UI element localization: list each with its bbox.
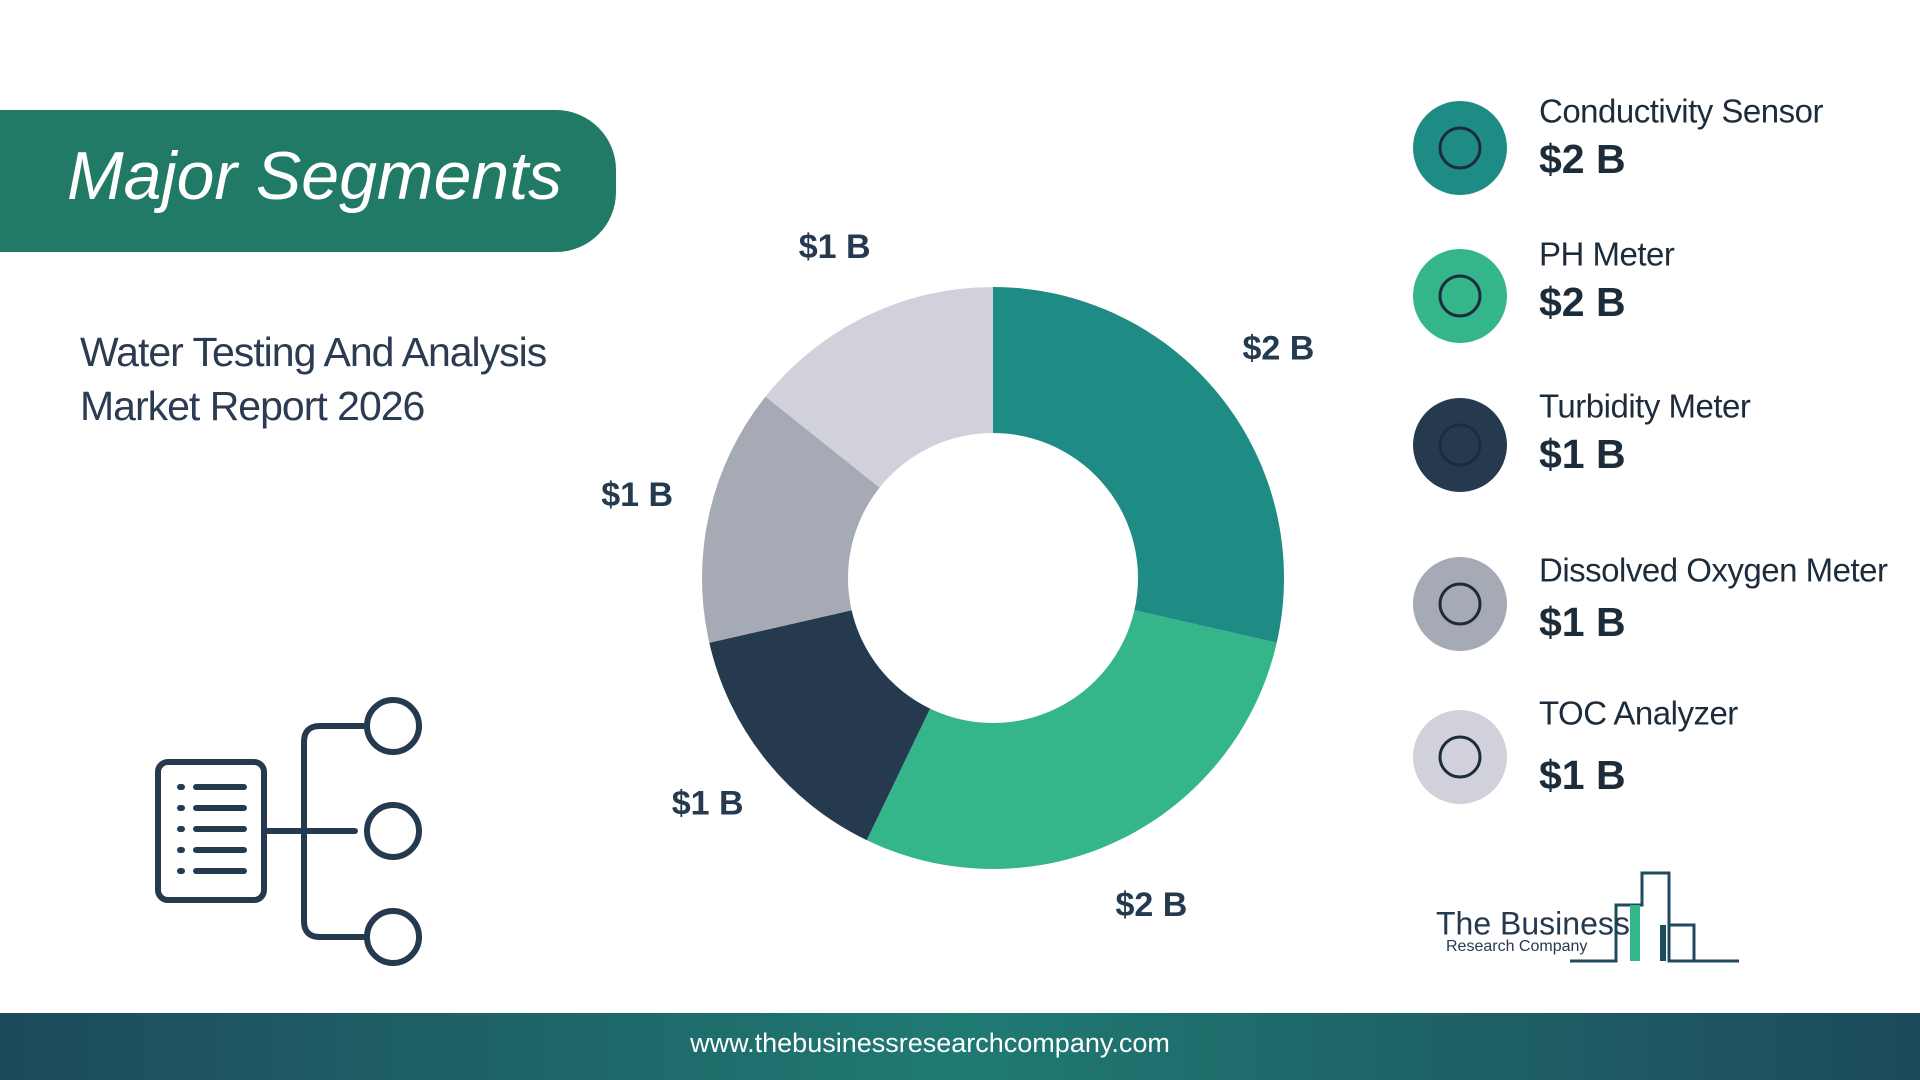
title-banner: [0, 110, 616, 252]
legend-value: $1 B: [1539, 752, 1626, 798]
icon-node: [364, 802, 422, 860]
data-label: $2 B: [1242, 329, 1314, 367]
legend-value: $1 B: [1539, 599, 1626, 645]
legend-icon: [1413, 710, 1507, 804]
donut-slice: [701, 396, 880, 643]
segments-icon: [155, 697, 422, 966]
logo-bar: [1630, 905, 1640, 961]
legend-label: PH Meter: [1539, 236, 1675, 273]
legend-value: $1 B: [1539, 431, 1626, 477]
legend-icon-glyph: [1438, 274, 1482, 318]
footer-url: www.thebusinessresearchcompany.com: [689, 1028, 1170, 1058]
logo-skyline: [1570, 871, 1696, 963]
logo-bar: [1660, 925, 1666, 961]
legend-label: Conductivity Sensor: [1539, 93, 1823, 130]
legend-label: Dissolved Oxygen Meter: [1539, 552, 1888, 589]
legend-icon-glyph: [1438, 735, 1482, 779]
subtitle: Water Testing And Analysis Market Report…: [80, 329, 547, 429]
data-label: $1 B: [672, 785, 744, 823]
legend-icon: [1413, 557, 1507, 651]
donut-slice: [993, 287, 1284, 643]
data-label: $1 B: [799, 228, 871, 266]
logo: The Business Research Company: [1436, 871, 1739, 963]
icon-node: [364, 697, 422, 755]
logo-line2: Research Company: [1446, 938, 1587, 955]
footer: [0, 1013, 1920, 1080]
legend-icon-glyph: [1438, 582, 1482, 626]
legend-icon: [1413, 101, 1507, 195]
icon-doc-lines: [177, 784, 247, 874]
logo-skyline: [1669, 923, 1739, 963]
legend-value: $2 B: [1539, 136, 1626, 182]
data-label: $2 B: [1115, 886, 1187, 924]
subtitle-box: Water Testing And Analysis Market Report…: [80, 329, 547, 429]
legend-value: $2 B: [1539, 279, 1626, 325]
legend-icon-glyph: [1438, 423, 1482, 467]
legend-label: Turbidity Meter: [1539, 388, 1751, 425]
data-label: $1 B: [601, 476, 673, 514]
chart-title: Major Segments: [67, 138, 562, 214]
legend-label: TOC Analyzer: [1539, 695, 1738, 732]
icon-tree: [261, 723, 370, 940]
legend-icon: [1413, 249, 1507, 343]
legend-icon-glyph: [1438, 126, 1482, 170]
donut-slice: [866, 610, 1277, 869]
icon-node: [364, 908, 422, 966]
donut-slice: [709, 610, 931, 841]
donut-slice: [765, 287, 993, 488]
legend-icon: [1413, 398, 1507, 492]
logo-line1: The Business: [1436, 905, 1630, 941]
